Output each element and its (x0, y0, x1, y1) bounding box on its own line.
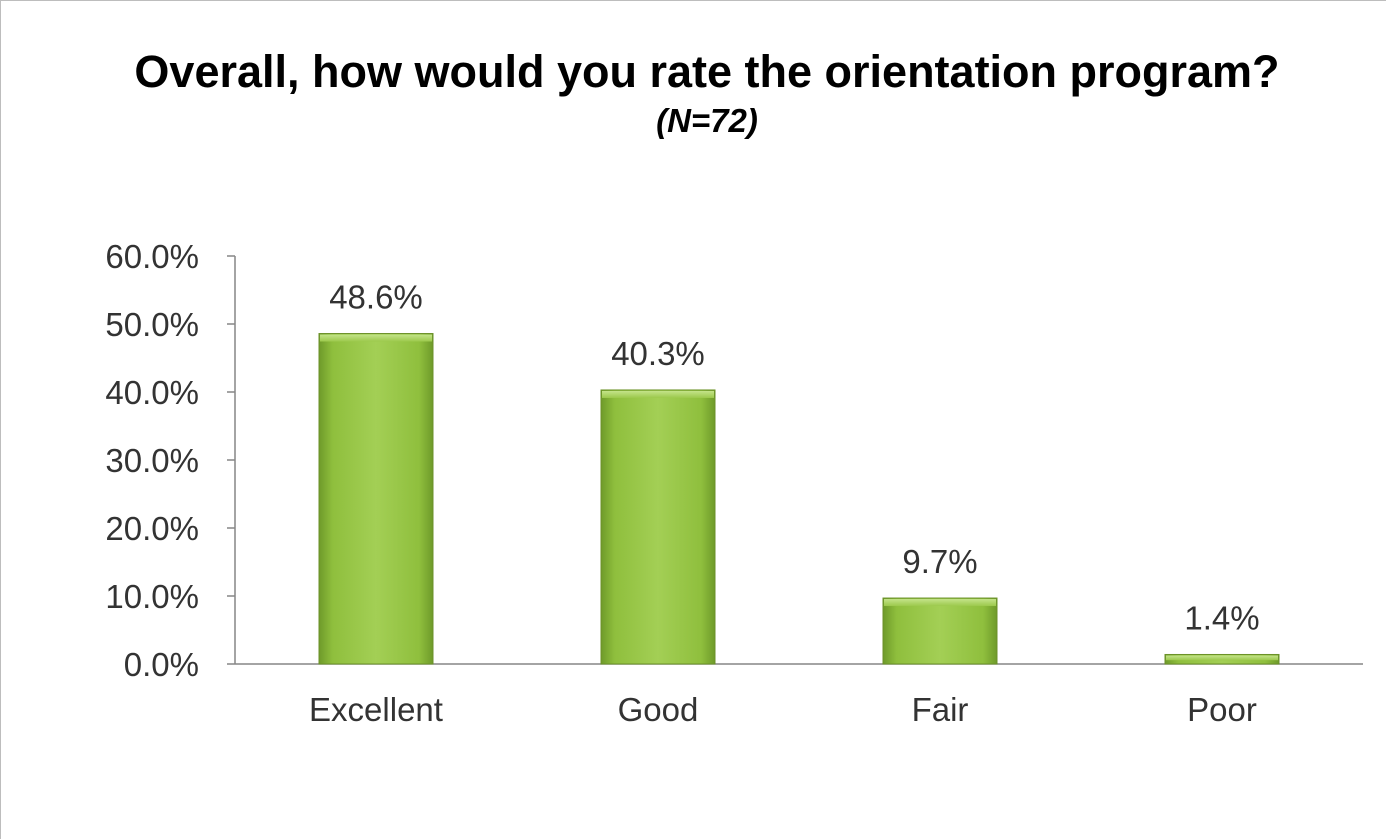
y-tick-label: 40.0% (105, 374, 199, 411)
data-label: 48.6% (329, 279, 423, 316)
labels: 0.0% 10.0% 20.0% 30.0% 40.0% 50.0% 60.0% 48.6% E… (105, 238, 1259, 728)
bar-bevel (1166, 655, 1278, 661)
data-label: 40.3% (611, 335, 705, 372)
x-category-label: Good (618, 691, 699, 728)
chart-title: Overall, how would you rate the orientat… (134, 46, 1280, 97)
y-tick-label: 50.0% (105, 306, 199, 343)
y-tick-label: 60.0% (105, 238, 199, 275)
bars (318, 333, 1280, 665)
bar-body (882, 597, 998, 665)
x-category-label: Poor (1187, 691, 1257, 728)
data-label: 1.4% (1184, 599, 1259, 636)
data-label: 9.7% (902, 543, 977, 580)
y-tick-label: 20.0% (105, 510, 199, 547)
chart-title-block: Overall, how would you rate the orientat… (1, 43, 1386, 141)
bar-bevel (884, 599, 996, 607)
x-category-label: Excellent (309, 691, 443, 728)
bar-poor (1164, 653, 1280, 665)
bar-fair (882, 597, 998, 665)
y-tick-label: 0.0% (124, 646, 199, 683)
bar-good (600, 389, 716, 665)
chart-subtitle: (N=72) (656, 102, 758, 139)
x-category-label: Fair (912, 691, 969, 728)
bar-bevel (320, 334, 432, 342)
y-tick-label: 10.0% (105, 578, 199, 615)
bar-excellent (318, 333, 434, 665)
bar-body (318, 333, 434, 665)
y-tick-label: 30.0% (105, 442, 199, 479)
bar-body (600, 389, 716, 665)
bar-bevel (602, 390, 714, 398)
